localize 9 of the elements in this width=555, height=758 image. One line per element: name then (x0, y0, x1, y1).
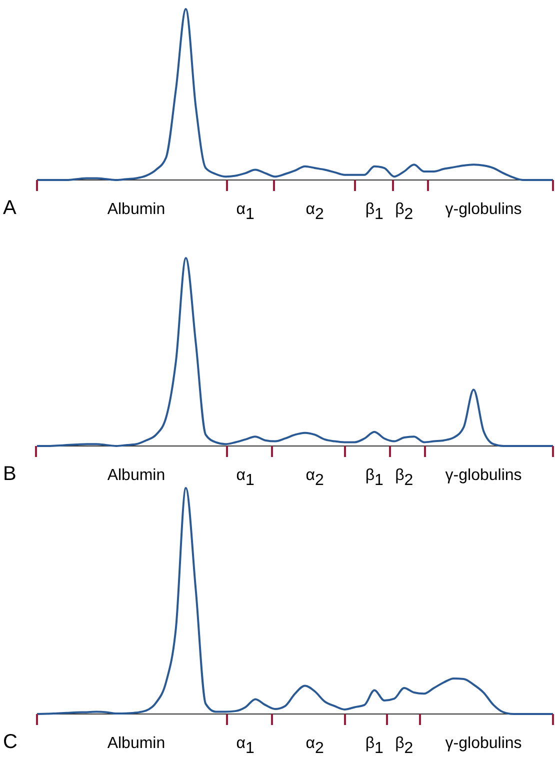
x-tick-label: Albumin (107, 467, 166, 484)
x-tick-label: γ-globulins (445, 201, 522, 218)
text: B (3, 463, 16, 485)
text: A (3, 197, 17, 219)
text: C (3, 731, 18, 753)
x-tick-label: Albumin (107, 201, 166, 218)
x-tick-label: γ-globulins (445, 467, 522, 484)
x-tick-label: γ-globulins (445, 735, 522, 752)
x-tick-label: Albumin (107, 735, 166, 752)
